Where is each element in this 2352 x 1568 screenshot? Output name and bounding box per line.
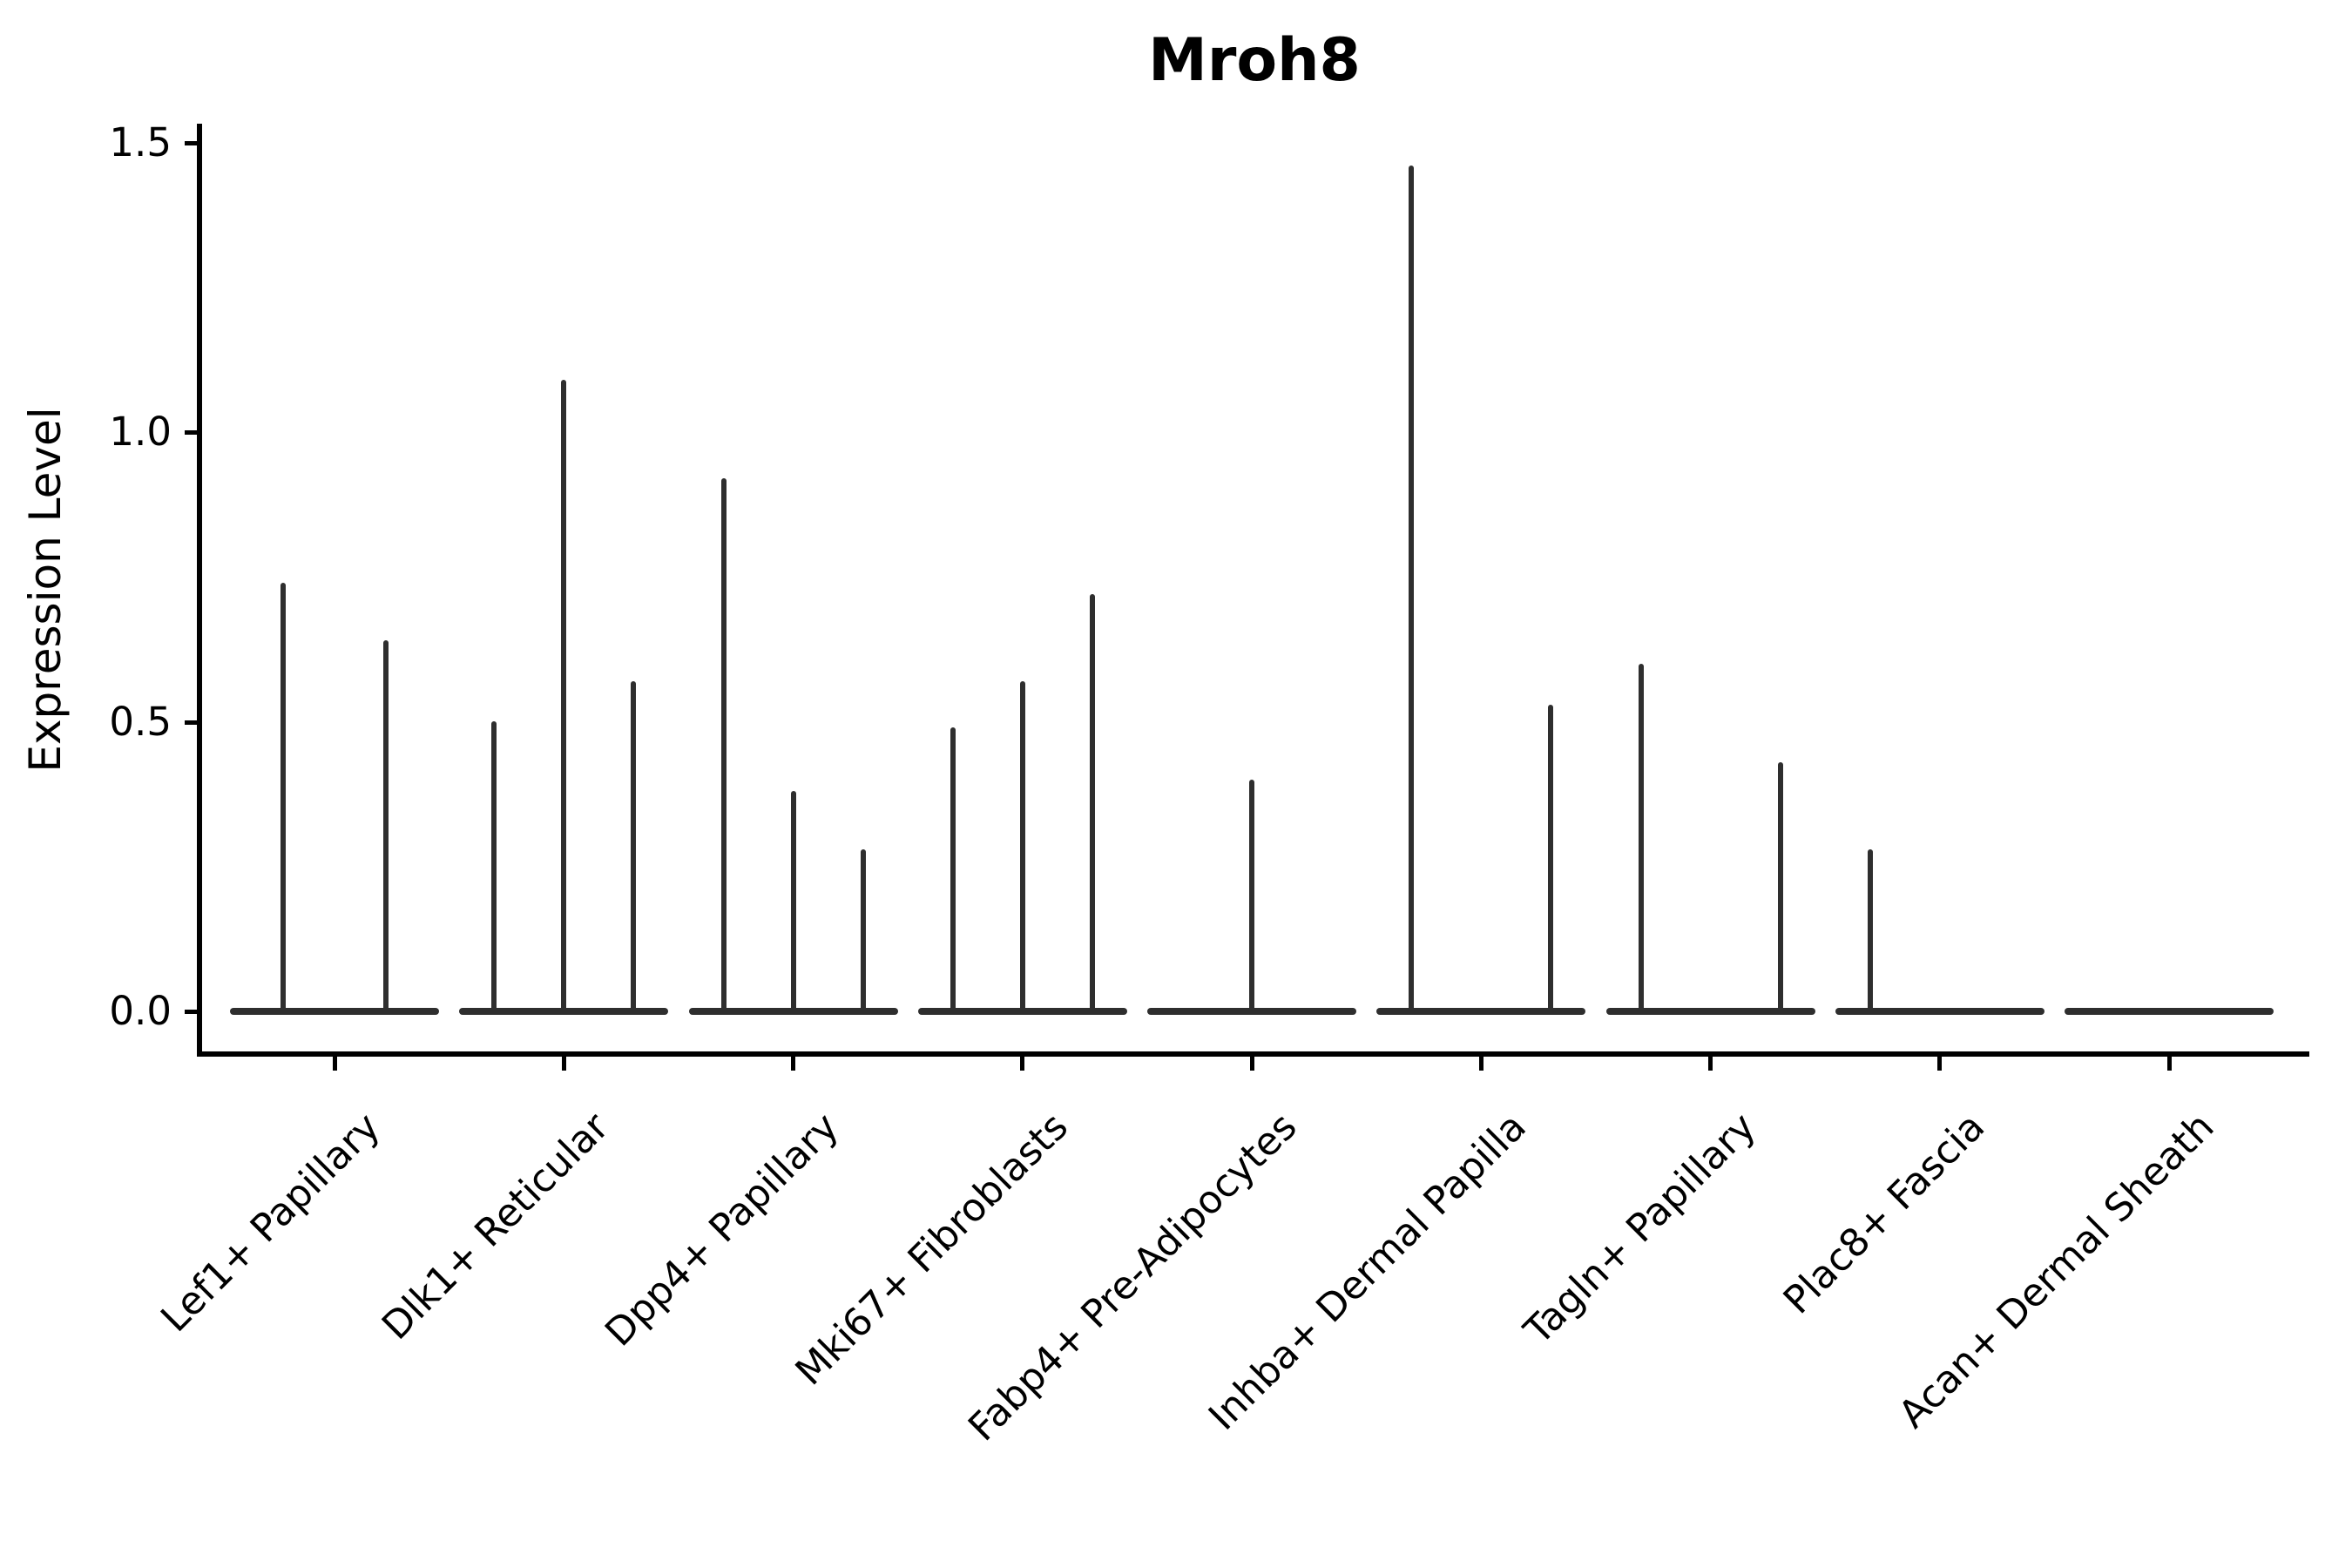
y-tick [185, 720, 197, 725]
x-tick [1250, 1057, 1254, 1071]
x-tick-label: Tagln+ Papillary [1516, 1104, 1765, 1354]
x-tick [1479, 1057, 1484, 1071]
x-tick-label: Dpp4+ Papillary [596, 1104, 848, 1355]
violin-spike [1778, 762, 1783, 1013]
y-tick [185, 430, 197, 435]
violin-spike [631, 681, 636, 1013]
y-tick-label: 0.5 [109, 699, 172, 745]
violin-spike [1249, 780, 1254, 1013]
x-tick [2167, 1057, 2172, 1071]
violin-spike [491, 721, 497, 1013]
violin-spike [861, 849, 866, 1013]
violin-spike [1020, 681, 1025, 1013]
violin-base [1835, 1008, 2044, 1015]
x-tick-label: Plac8+ Fascia [1775, 1104, 1994, 1323]
x-tick [791, 1057, 795, 1071]
violin-spike [280, 583, 286, 1013]
x-tick [562, 1057, 566, 1071]
x-tick-label: Lef1+ Papillary [152, 1104, 389, 1341]
violin-spike [1639, 664, 1644, 1013]
y-axis-spine [197, 124, 202, 1057]
violin-base [1606, 1008, 1815, 1015]
violin-spike [383, 640, 389, 1013]
x-tick [1708, 1057, 1713, 1071]
x-tick [333, 1057, 337, 1071]
violin-spike [721, 478, 727, 1013]
x-axis-spine [197, 1051, 2309, 1057]
x-tick-label: Dlk1+ Reticular [374, 1104, 618, 1348]
violin-spike [1409, 166, 1414, 1013]
chart-title: Mroh8 [1148, 26, 1361, 95]
y-tick-label: 0.0 [109, 988, 172, 1034]
y-tick [185, 141, 197, 145]
violin-base [230, 1008, 439, 1015]
x-tick [1020, 1057, 1024, 1071]
y-tick [185, 1010, 197, 1014]
violin-spike [1548, 705, 1553, 1013]
violin-spike [791, 791, 796, 1013]
violin-base [2065, 1008, 2274, 1015]
violin-base [1376, 1008, 1585, 1015]
violin-spike [1868, 849, 1873, 1013]
y-tick-label: 1.5 [109, 119, 172, 166]
violin-spike [561, 380, 566, 1013]
violin-spike [950, 727, 956, 1013]
violin-spike [1090, 594, 1095, 1013]
x-tick [1937, 1057, 1942, 1071]
y-tick-label: 1.0 [109, 409, 172, 455]
